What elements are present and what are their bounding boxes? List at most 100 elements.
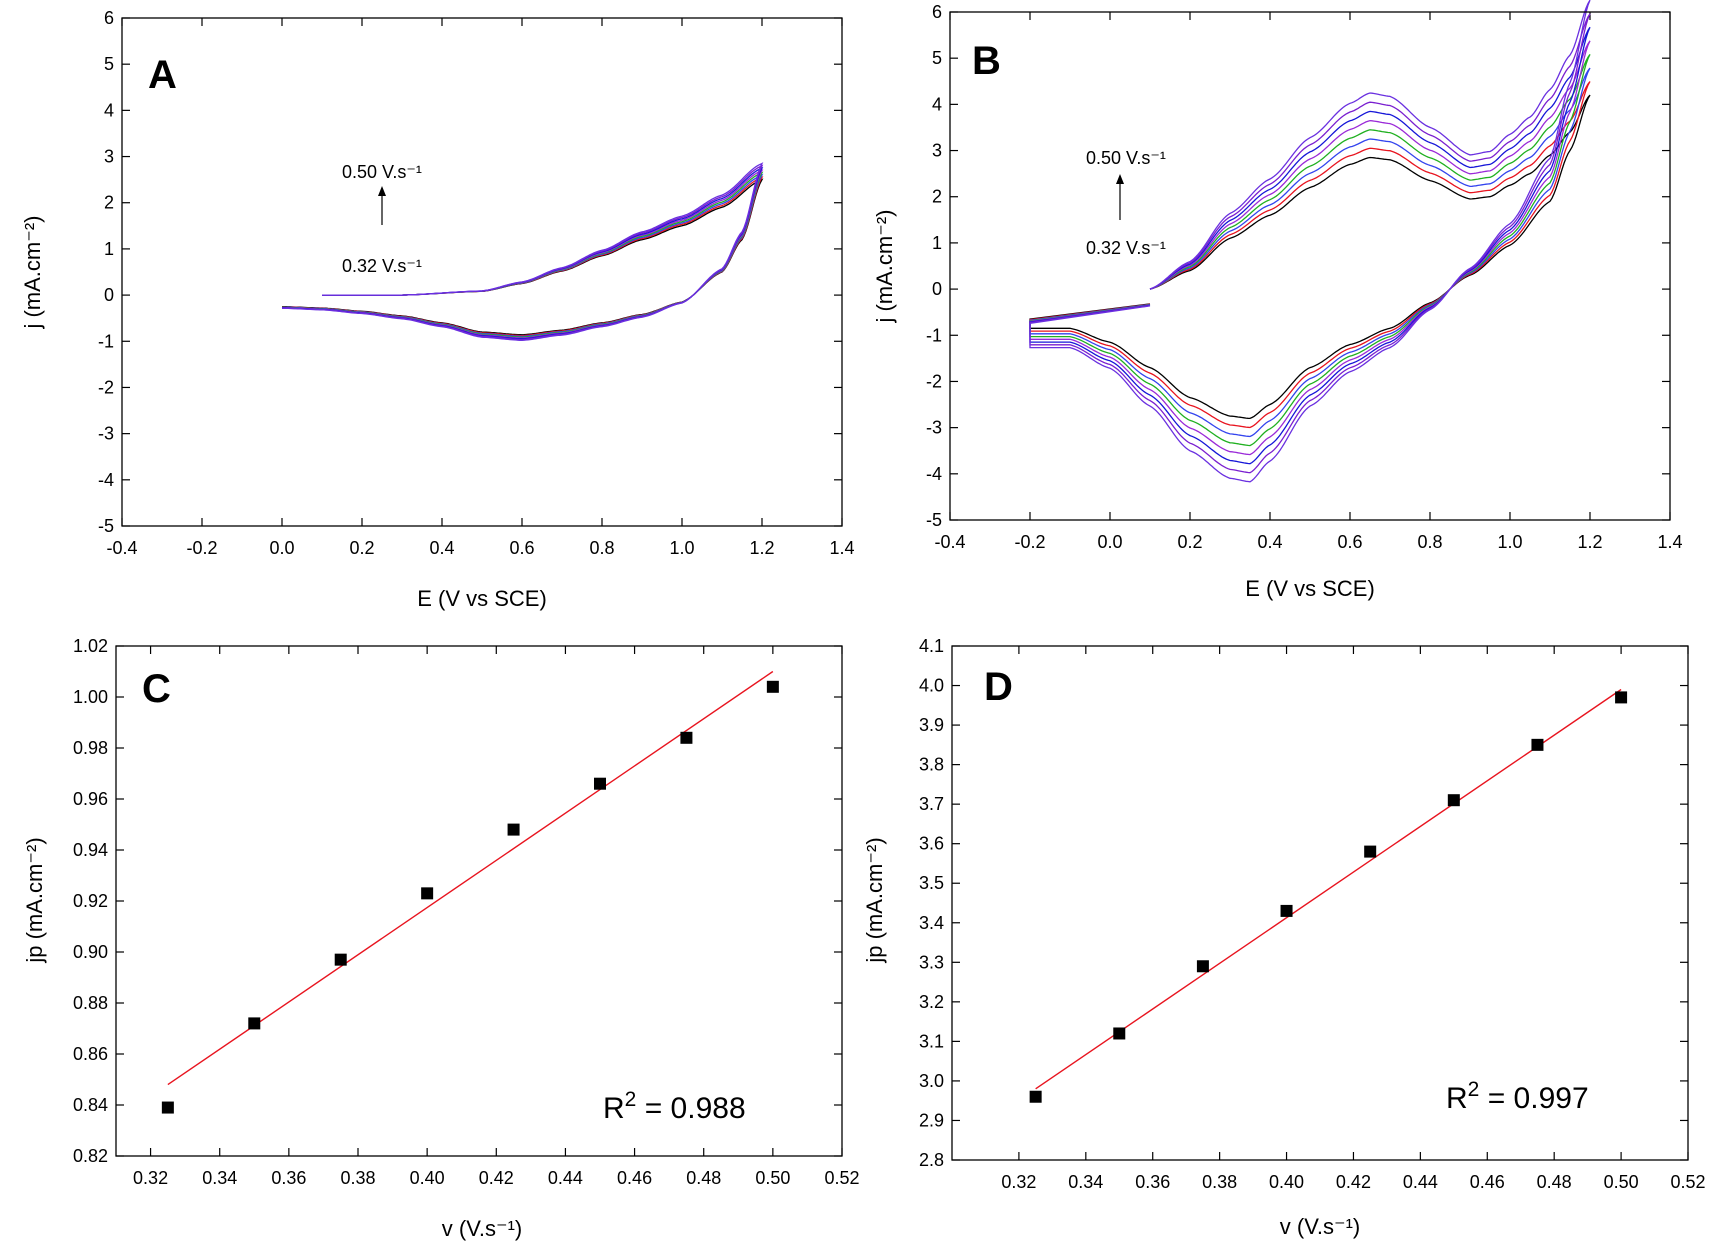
panel-c-x-tick-label: 0.40 — [410, 1168, 445, 1188]
panel-c-data-point — [766, 680, 779, 693]
panel-a-y-tick-label: 0 — [104, 285, 114, 305]
panel-a: -0.4 -0.2 0.0 0.2 0.4 0.6 0.8 1.0 1.2 1.4 -5 -4 -3 -2… — [20, 8, 855, 611]
panel-c-x-axis-title-text: v (V.s⁻¹) — [442, 1216, 522, 1241]
panel-b-x-tick-label: 0.0 — [1097, 532, 1122, 552]
panel-a-x-tick-label: 1.4 — [829, 538, 854, 558]
panel-c-x-tick-label: 0.32 — [133, 1168, 168, 1188]
panel-c-y-tick-label: 0.90 — [73, 942, 108, 962]
panel-b-ticks: -0.4 -0.2 0.0 0.2 0.4 0.6 0.8 1.0 1.2 1.4 -5 -4 -3 -2… — [926, 2, 1683, 552]
panel-b-voltammogram-6 — [1029, 26, 1591, 465]
panel-a-plot-frame — [121, 17, 843, 527]
panel-a-y-tick-label: 6 — [104, 8, 114, 28]
panel-b-annotation-arrowhead — [1116, 174, 1124, 184]
panel-b-y-tick-label: -3 — [926, 418, 942, 438]
panel-c-r-squared: R2 = 0.988 — [603, 1088, 746, 1125]
panel-c-x-tick-label: 0.52 — [824, 1168, 859, 1188]
panel-c-y-tick-label: 1.02 — [73, 636, 108, 656]
panel-a-voltammogram-8 — [282, 162, 764, 342]
panel-a-x-tick-label: 0.8 — [589, 538, 614, 558]
panel-d-y-tick-label: 3.4 — [919, 913, 944, 933]
panel-c-y-tick-label: 0.98 — [73, 738, 108, 758]
panel-d-x-axis-title: v (V.s⁻¹) — [1280, 1214, 1360, 1239]
panel-c-x-tick-label: 0.46 — [617, 1168, 652, 1188]
panel-a-x-tick-label: 1.0 — [669, 538, 694, 558]
panel-a-y-tick-label: -1 — [98, 331, 114, 351]
panel-b-x-tick-label: 0.8 — [1417, 532, 1442, 552]
panel-b-x-tick-label: 1.4 — [1657, 532, 1682, 552]
panel-c-data-point — [334, 953, 347, 966]
panel-b-x-axis-title: E (V vs SCE) — [1245, 576, 1375, 601]
panel-c-ticks: 0.32 0.34 0.36 0.38 0.40 0.42 0.44 0.46 0.48 0.50… — [73, 636, 860, 1188]
panel-b-annotation-bottom: 0.32 V.s⁻¹ — [1086, 238, 1166, 258]
panel-d-x-tick-label: 0.42 — [1336, 1172, 1371, 1192]
panel-d-x-tick-label: 0.48 — [1537, 1172, 1572, 1192]
panel-d-plot-frame — [951, 645, 1689, 1161]
panel-d-x-tick-label: 0.32 — [1001, 1172, 1036, 1192]
panel-b-y-axis-title: j (mA.cm⁻²) — [872, 209, 897, 323]
panel-d-x-tick-label: 0.44 — [1403, 1172, 1438, 1192]
panel-a-y-tick-label: 3 — [104, 147, 114, 167]
panel-a-y-tick-label: 4 — [104, 100, 114, 120]
panel-b-x-tick-label: 0.4 — [1257, 532, 1282, 552]
panel-c-y-tick-label: 0.82 — [73, 1146, 108, 1166]
panel-b-x-tick-label: 0.2 — [1177, 532, 1202, 552]
panel-d-letter: D — [984, 665, 1013, 709]
panel-b-voltammogram-8 — [1029, 0, 1591, 483]
panel-a-y-tick-label: 2 — [104, 193, 114, 213]
panel-a-y-tick-label: -5 — [98, 516, 114, 536]
panel-d-data-point — [1196, 960, 1209, 973]
panel-a-voltammograms — [281, 162, 764, 342]
panel-b: -0.4 -0.2 0.0 0.2 0.4 0.6 0.8 1.0 1.2 1.4 -5 -4 -3 -2… — [872, 0, 1683, 601]
panel-d-data-point — [1113, 1027, 1126, 1040]
panel-c-y-tick-label: 0.88 — [73, 993, 108, 1013]
panel-b-y-tick-label: 6 — [932, 2, 942, 22]
panel-b-x-tick-label: 0.6 — [1337, 532, 1362, 552]
panel-d-y-tick-label: 4.1 — [919, 636, 944, 656]
panel-b-letter: B — [972, 39, 1001, 83]
panel-a-x-tick-label: 1.2 — [749, 538, 774, 558]
panel-a-x-tick-label: 0.4 — [429, 538, 454, 558]
panel-b-plot-frame — [949, 11, 1671, 521]
panel-c-fit-line — [167, 670, 774, 1086]
panel-d-r-squared-r: R — [1446, 1082, 1468, 1115]
panel-c-x-tick-label: 0.42 — [479, 1168, 514, 1188]
panel-b-y-tick-label: 4 — [932, 94, 942, 114]
panel-a-y-tick-label: 1 — [104, 239, 114, 259]
panel-b-y-tick-label: 3 — [932, 141, 942, 161]
panel-d-y-tick-label: 3.5 — [919, 873, 944, 893]
panel-b-x-tick-label: -0.2 — [1014, 532, 1045, 552]
panel-c-r-squared-r: R — [603, 1092, 625, 1125]
panel-b-y-tick-label: -2 — [926, 371, 942, 391]
panel-d-y-tick-label: 3.1 — [919, 1031, 944, 1051]
panel-c-x-tick-label: 0.48 — [686, 1168, 721, 1188]
panel-b-x-tick-label: 1.0 — [1497, 532, 1522, 552]
panel-d-data-point — [1029, 1090, 1042, 1103]
panel-d-points — [1029, 691, 1628, 1103]
panel-d: 0.32 0.34 0.36 0.38 0.40 0.42 0.44 0.46 0.48 0.50… — [862, 636, 1706, 1239]
panel-c-plot-frame — [115, 645, 843, 1157]
panel-c-y-axis-title: jp (mA.cm⁻²) — [22, 837, 47, 963]
panel-c-x-tick-label: 0.44 — [548, 1168, 583, 1188]
panel-c-data-point — [248, 1017, 261, 1030]
panel-a-x-tick-label: -0.2 — [186, 538, 217, 558]
panel-c-x-tick-label: 0.36 — [271, 1168, 306, 1188]
panel-d-r-squared-exponent: 2 — [1468, 1078, 1480, 1101]
panel-d-x-tick-label: 0.52 — [1670, 1172, 1705, 1192]
panel-c-data-point — [161, 1101, 174, 1114]
panel-b-y-tick-label: 2 — [932, 187, 942, 207]
panel-d-y-tick-label: 3.3 — [919, 952, 944, 972]
panel-c-x-tick-label: 0.34 — [202, 1168, 237, 1188]
panel-c-y-tick-label: 0.86 — [73, 1044, 108, 1064]
panel-d-data-point — [1447, 794, 1460, 807]
panel-b-voltammogram-5 — [1029, 40, 1591, 456]
panel-b-y-tick-label: 0 — [932, 279, 942, 299]
panel-b-x-tick-label: -0.4 — [934, 532, 965, 552]
panel-c-data-point — [421, 887, 434, 900]
panel-a-y-axis-title: j (mA.cm⁻²) — [20, 215, 45, 329]
panel-a-letter: A — [148, 53, 177, 97]
panel-d-x-tick-label: 0.50 — [1604, 1172, 1639, 1192]
panel-a-x-tick-label: 0.2 — [349, 538, 374, 558]
panel-d-r-squared-value: = 0.997 — [1479, 1082, 1588, 1115]
panel-d-x-tick-label: 0.36 — [1135, 1172, 1170, 1192]
panel-b-annotation-top: 0.50 V.s⁻¹ — [1086, 148, 1166, 168]
